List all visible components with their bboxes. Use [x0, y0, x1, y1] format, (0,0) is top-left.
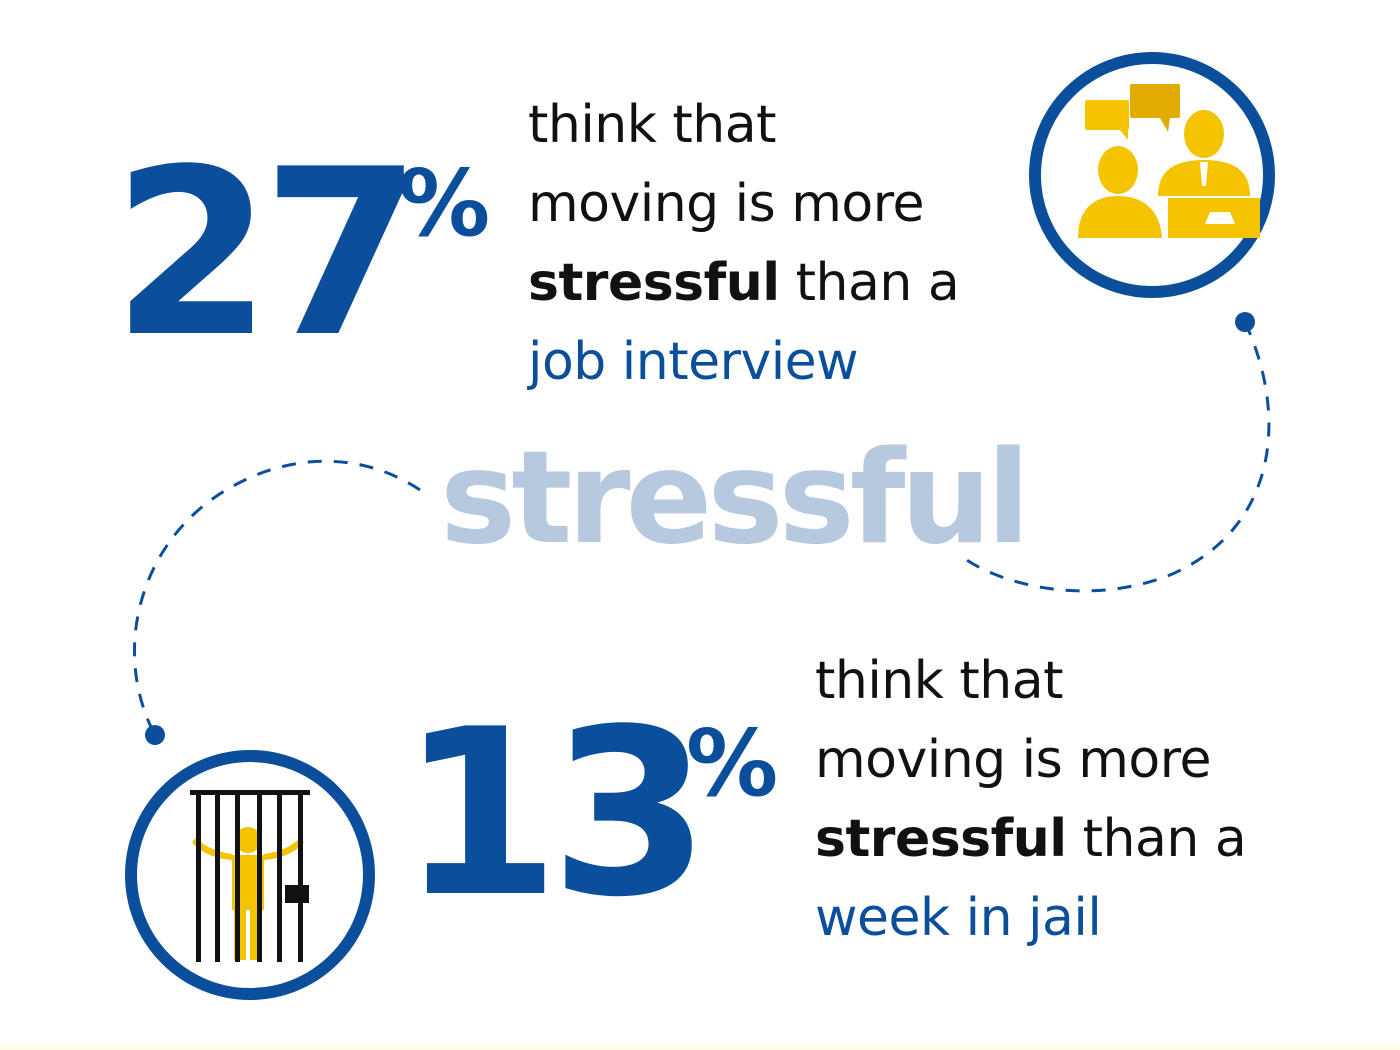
connector-dot-top [1235, 312, 1255, 332]
headline-word: stressful [440, 424, 1030, 573]
stat-2-line-3-rest: than a [1066, 809, 1247, 869]
stat-2-text: think that moving is more stressful than… [815, 642, 1247, 958]
dashed-connector [133, 321, 1271, 736]
stat-1-line-3-rest: than a [779, 253, 960, 313]
stat-1-line-3: stressful than a [528, 244, 960, 323]
stat-1-number: 27 [112, 121, 422, 388]
connector-dot-bottom [145, 725, 165, 745]
stat-1-line-1: think that [528, 95, 777, 155]
stat-1-comparison: job interview [528, 332, 859, 392]
stat-2-comparison: week in jail [815, 888, 1102, 948]
stat-2-line-3: stressful than a [815, 800, 1247, 879]
stat-1-bold-word: stressful [528, 253, 780, 313]
stat-1-line-2: moving is more [528, 174, 924, 234]
job-interview-icon [1029, 52, 1275, 298]
stat-2-line-2: moving is more [815, 730, 1211, 790]
jail-icon [125, 750, 375, 1000]
stat-1-percent-sign: % [398, 150, 491, 257]
stat-2-line-1: think that [815, 651, 1064, 711]
bottom-strip [0, 1044, 1400, 1050]
stat-1-text: think that moving is more stressful than… [528, 86, 960, 402]
stat-2-bold-word: stressful [815, 809, 1067, 869]
stat-2-percent-sign: % [686, 710, 779, 817]
stat-2-number: 13 [400, 681, 710, 948]
